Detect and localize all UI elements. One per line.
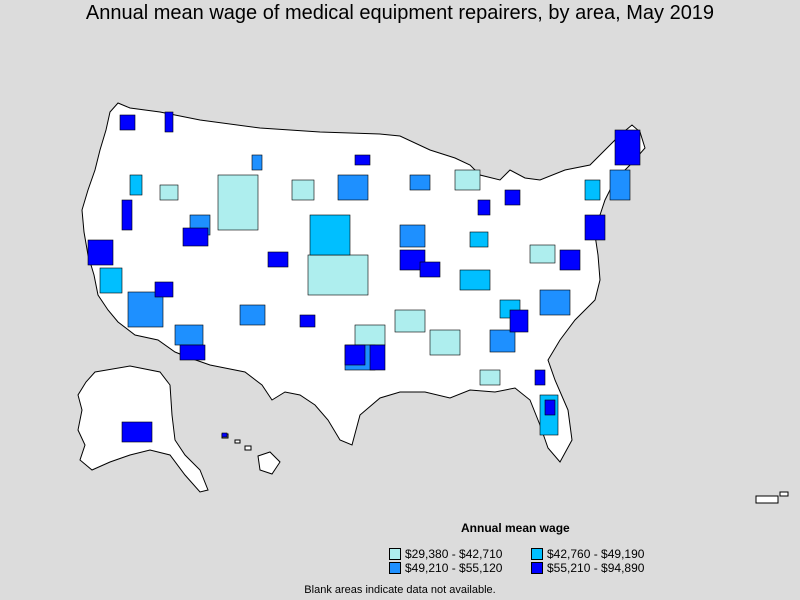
legend-item-3: $49,210 - $55,120 xyxy=(389,561,502,575)
legend-label-4: $55,210 - $94,890 xyxy=(547,561,645,575)
hawaii-islands xyxy=(221,433,281,475)
legend-item-2: $42,760 - $49,190 xyxy=(531,547,644,561)
legend-swatch-1 xyxy=(389,548,401,560)
legend-swatch-3 xyxy=(389,562,401,574)
wage-areas xyxy=(87,111,641,443)
legend-label-2: $42,760 - $49,190 xyxy=(547,547,645,561)
puerto-rico xyxy=(755,491,789,504)
legend-swatch-4 xyxy=(531,562,543,574)
map-title: Annual mean wage of medical equipment re… xyxy=(85,2,715,24)
footnote: Blank areas indicate data not available. xyxy=(304,584,496,596)
legend-label-1: $29,380 - $42,710 xyxy=(405,547,503,561)
legend-label-3: $49,210 - $55,120 xyxy=(405,561,503,575)
legend-item-1: $29,380 - $42,710 xyxy=(389,547,502,561)
legend-swatch-2 xyxy=(531,548,543,560)
legend-item-4: $55,210 - $94,890 xyxy=(531,561,644,575)
legend-title: Annual mean wage xyxy=(461,521,570,535)
